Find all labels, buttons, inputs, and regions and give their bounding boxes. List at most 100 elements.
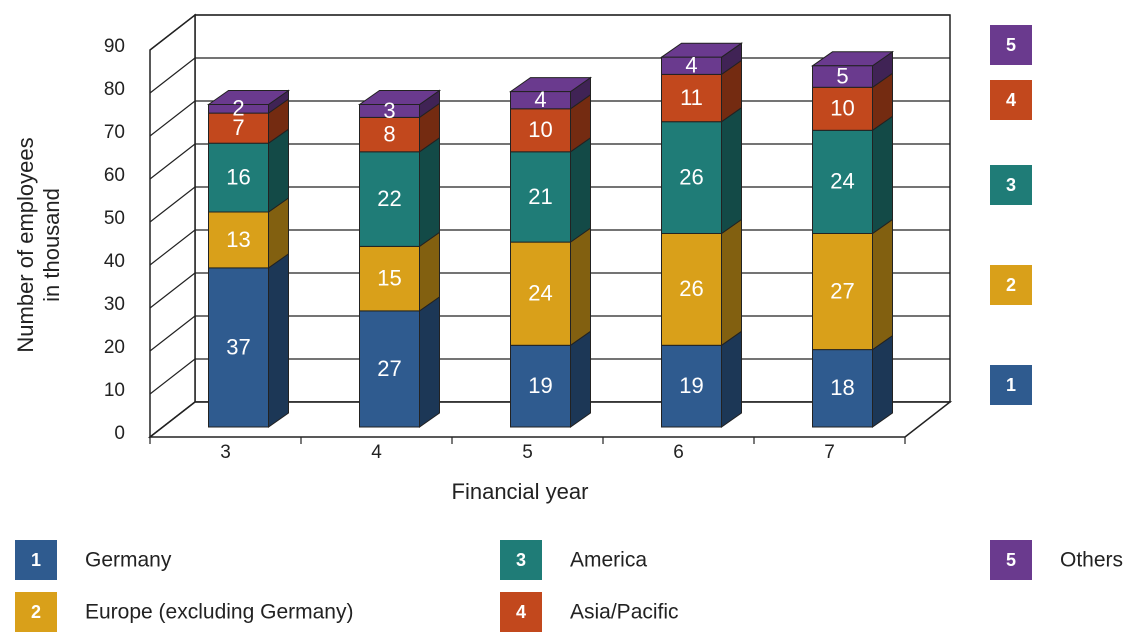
value-label: 26: [679, 276, 703, 301]
bar-segment: [812, 349, 873, 428]
legend-key-number: 5: [1006, 35, 1016, 55]
legend-key-number: 5: [1006, 550, 1016, 570]
value-label: 13: [226, 227, 250, 252]
legend-key-box: [990, 365, 1032, 405]
y-tick-label: 80: [104, 79, 125, 100]
legend-key-box: [990, 80, 1032, 120]
x-tick-label: 6: [673, 442, 684, 463]
legend-swatch: [990, 540, 1032, 580]
value-label: 27: [377, 356, 401, 381]
bar-side: [872, 115, 893, 235]
legend-label: Asia/Pacific: [570, 601, 679, 624]
value-label: 7: [232, 115, 244, 140]
bar-side: [419, 136, 440, 248]
y-axis-label-line: Number of employees: [13, 137, 38, 352]
value-label: 10: [830, 96, 854, 121]
bar-segment: [661, 73, 722, 123]
legend-key-number: 1: [31, 550, 41, 570]
value-label: 3: [383, 98, 395, 123]
value-label: 4: [685, 53, 697, 78]
bar-side: [872, 218, 893, 351]
value-label: 11: [680, 85, 703, 110]
bar-segment: [510, 344, 571, 428]
legend-key-number: 3: [1006, 175, 1016, 195]
value-label: 10: [528, 117, 552, 142]
bar-side: [268, 252, 289, 428]
bar-segment: [510, 241, 571, 346]
y-tick-label: 30: [104, 294, 125, 315]
value-label: 26: [679, 164, 703, 189]
bar-segment: [208, 142, 269, 213]
bar-segment: [510, 108, 571, 153]
legend-key-box: [990, 265, 1032, 305]
legend-swatch: [15, 592, 57, 632]
value-label: 19: [679, 373, 703, 398]
y-tick-label: 70: [104, 122, 125, 143]
y-tick-label: 40: [104, 251, 125, 272]
bar-segment: [208, 104, 269, 114]
y-axis-label-line: in thousand: [39, 188, 64, 302]
bar-side: [419, 295, 440, 428]
x-tick-label: 7: [824, 442, 835, 463]
value-label: 24: [528, 281, 552, 306]
grid-line: [149, 14, 950, 51]
value-label: 2: [232, 96, 244, 121]
y-tick-label: 10: [104, 380, 125, 401]
value-label: 4: [534, 87, 546, 112]
legend-label: Others: [1060, 549, 1123, 572]
legend-key-number: 4: [1006, 90, 1016, 110]
bar-side: [721, 106, 742, 235]
bar-segment: [812, 86, 873, 131]
legend-key-number: 1: [1006, 375, 1016, 395]
legend-key-box: [990, 25, 1032, 65]
legend-swatch: [500, 540, 542, 580]
y-axis-label: Number of employeesin thousand: [13, 137, 64, 352]
bar-side: [721, 330, 742, 428]
bar-segment: [661, 121, 722, 234]
legend-key-box: [990, 165, 1032, 205]
bar-segment: [812, 129, 873, 234]
bar-segment: [359, 310, 420, 428]
value-label: 21: [528, 184, 552, 209]
bar-side: [872, 334, 893, 428]
y-tick-label: 20: [104, 337, 125, 358]
value-label: 22: [377, 186, 401, 211]
bar-side: [570, 227, 591, 347]
legend-swatch: [15, 540, 57, 580]
bar-side: [570, 136, 591, 244]
bar-segment: [208, 112, 269, 144]
bar-segment: [510, 91, 571, 110]
value-label: 24: [830, 169, 854, 194]
value-label: 15: [377, 265, 401, 290]
y-tick-label: 0: [114, 423, 125, 444]
y-tick-label: 60: [104, 165, 125, 186]
legend-label: America: [570, 549, 647, 572]
side-wall: [149, 13, 196, 439]
value-label: 18: [830, 375, 854, 400]
bar-segment: [510, 151, 571, 243]
legend-swatch: [500, 592, 542, 632]
bar-segment: [359, 104, 420, 118]
legend-label: Germany: [85, 549, 172, 572]
value-label: 19: [528, 373, 552, 398]
value-label: 8: [383, 121, 395, 146]
y-tick-label: 90: [104, 36, 125, 57]
x-axis-label: Financial year: [452, 479, 589, 504]
legend-key-number: 4: [516, 602, 526, 622]
value-label: 5: [836, 63, 848, 88]
legend-key-number: 2: [31, 602, 41, 622]
x-tick-label: 5: [522, 442, 533, 463]
value-label: 16: [226, 164, 250, 189]
y-tick-label: 50: [104, 208, 125, 229]
bar-segment: [661, 56, 722, 75]
bar-segment: [812, 233, 873, 351]
bar-segment: [208, 211, 269, 269]
bar-segment: [359, 116, 420, 153]
x-tick-label: 4: [371, 442, 382, 463]
legend-key-number: 2: [1006, 275, 1016, 295]
value-label: 27: [830, 278, 854, 303]
legend-key-number: 3: [516, 550, 526, 570]
bar-segment: [208, 267, 269, 428]
legend-label: Europe (excluding Germany): [85, 601, 353, 624]
